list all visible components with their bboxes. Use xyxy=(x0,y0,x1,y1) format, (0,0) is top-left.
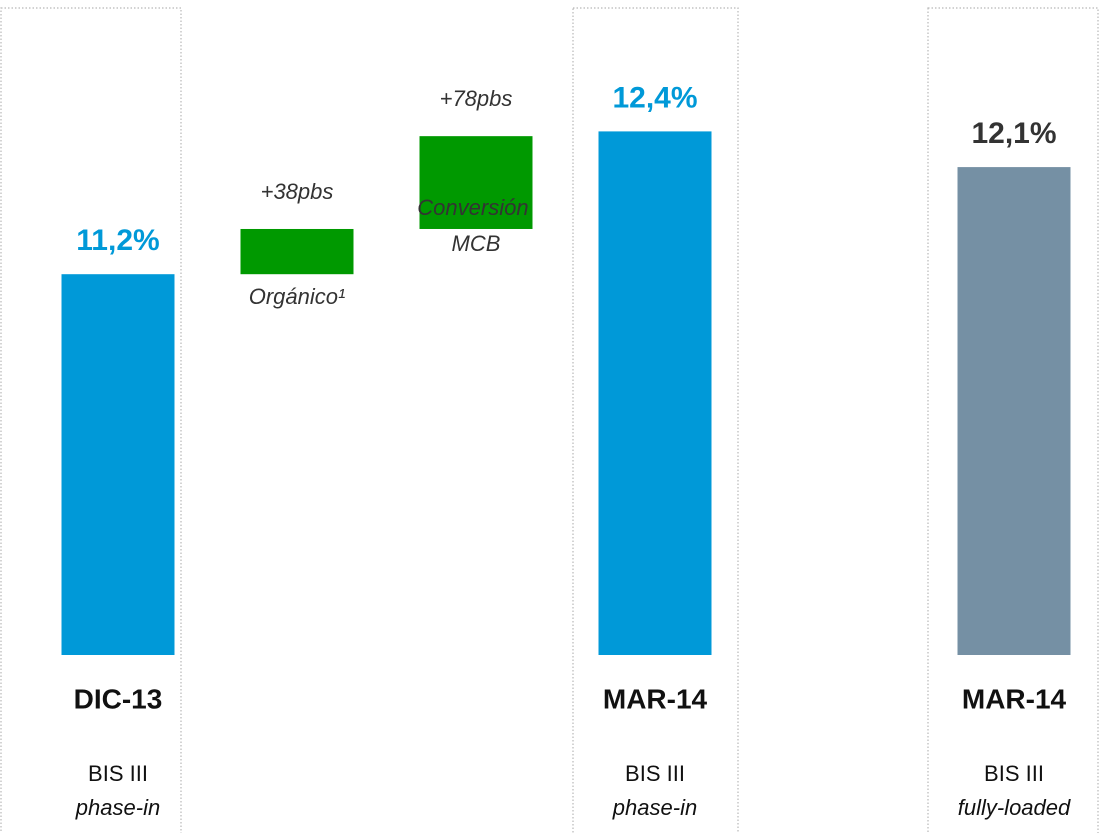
category-label: DIC-13 xyxy=(74,683,163,714)
column-frame xyxy=(572,7,739,833)
category-label: MAR-14 xyxy=(962,683,1067,714)
sub-label: phase-in xyxy=(612,795,697,820)
sub-label: BIS III xyxy=(984,761,1044,786)
sub-label: BIS III xyxy=(88,761,148,786)
category-line: Conversión xyxy=(417,195,534,220)
bar xyxy=(957,167,1071,655)
category-label: Orgánico¹ xyxy=(249,284,346,309)
bar xyxy=(61,274,175,655)
category-line: MCB xyxy=(452,231,501,256)
bar xyxy=(240,228,354,275)
column-frame xyxy=(0,7,182,833)
category-label: Conversión MCB xyxy=(417,195,534,256)
category-label: MAR-14 xyxy=(603,683,708,714)
sub-label: phase-in xyxy=(75,795,160,820)
column-frame xyxy=(927,7,1099,833)
value-label: 12,4% xyxy=(612,81,697,114)
value-label: +78pbs xyxy=(440,86,513,111)
value-label: +38pbs xyxy=(261,179,334,204)
value-label: 11,2% xyxy=(76,224,159,257)
value-label: 12,1% xyxy=(971,117,1056,150)
category-line: Orgánico¹ xyxy=(249,284,346,309)
sub-label: fully-loaded xyxy=(958,795,1071,820)
sub-label: BIS III xyxy=(625,761,685,786)
bar xyxy=(598,131,712,655)
bar xyxy=(419,136,533,229)
